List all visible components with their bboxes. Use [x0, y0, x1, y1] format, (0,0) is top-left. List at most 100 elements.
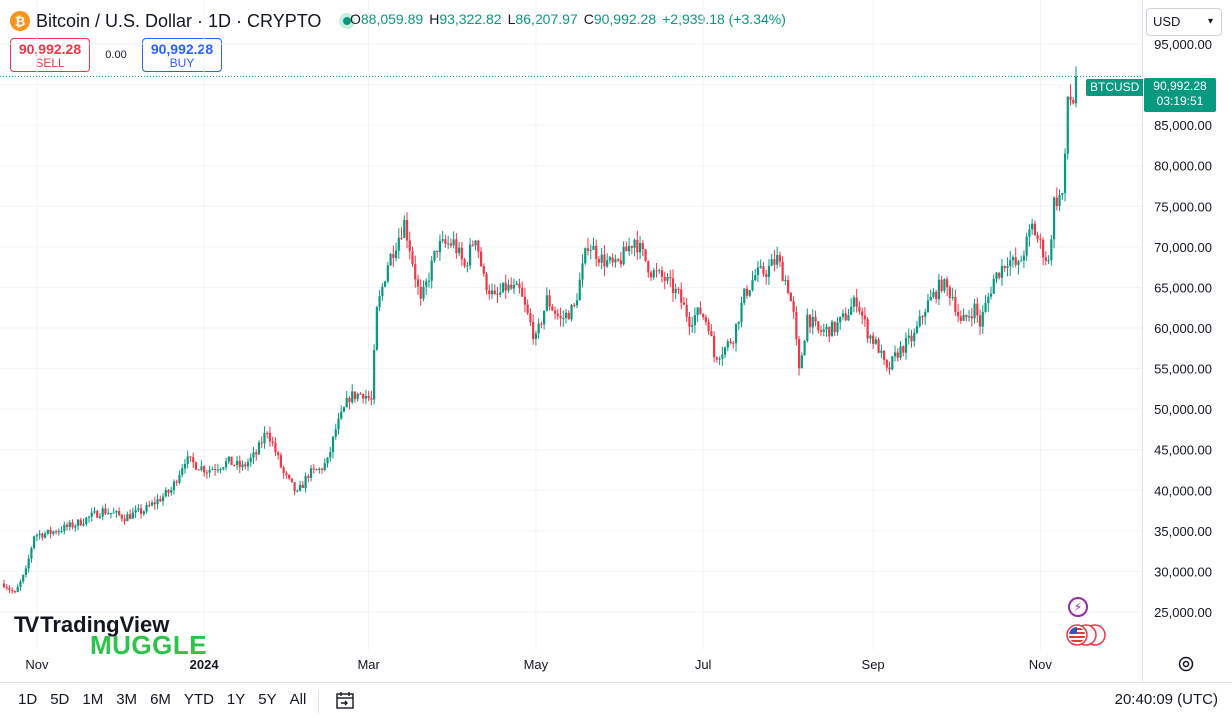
watermark-brand: TradingView: [40, 612, 170, 637]
candle-body: [523, 296, 527, 305]
candle-body: [30, 548, 33, 559]
bottom-toolbar: 1D 5D 1M 3M 6M YTD 1Y 5Y All 20:40:09 (U…: [0, 682, 1232, 718]
range-1m[interactable]: 1M: [82, 691, 104, 708]
utc-clock[interactable]: 20:40:09 (UTC): [1114, 691, 1218, 708]
candle-body: [299, 484, 302, 491]
price-chart[interactable]: 25,000.00 30,000.00 35,000.00 40,000.00 45,0…: [0, 0, 1232, 682]
candle-body: [329, 452, 332, 458]
range-3m[interactable]: 3M: [116, 691, 138, 708]
candle-body: [589, 249, 592, 251]
candle-body: [644, 249, 647, 261]
buy-button[interactable]: 90,992.28 BUY: [142, 38, 222, 72]
candle-body: [433, 250, 436, 261]
symbol-title[interactable]: Bitcoin / U.S. Dollar · 1D · CRYPTO: [36, 10, 322, 31]
candle-body: [482, 266, 485, 274]
candle-body: [164, 490, 167, 497]
y-tick-label: 45,000.00: [1154, 443, 1212, 458]
range-selector: 1D 5D 1M 3M 6M YTD 1Y 5Y All: [18, 691, 319, 708]
candle-body: [811, 317, 814, 328]
candle-body: [559, 315, 562, 319]
range-1d[interactable]: 1D: [18, 691, 38, 708]
candle-body: [8, 588, 11, 591]
candle-body: [833, 321, 836, 333]
candle-body: [172, 481, 176, 491]
candle-body: [562, 318, 565, 320]
candle-body: [416, 279, 420, 287]
candle-body: [493, 290, 496, 294]
candle-body: [419, 286, 422, 299]
candle-body: [134, 509, 137, 513]
range-all[interactable]: All: [289, 691, 307, 708]
candle-body: [477, 240, 480, 252]
go-to-date-icon[interactable]: [334, 689, 356, 711]
candle-body: [907, 335, 910, 339]
candle-body: [156, 499, 159, 505]
candle-body: [235, 460, 239, 466]
candle-body: [1020, 260, 1023, 262]
candle-body: [830, 321, 834, 337]
candle-body: [600, 254, 603, 263]
candle-body: [918, 316, 921, 327]
candle-body: [331, 436, 335, 453]
candle-body: [617, 259, 620, 261]
candle-body: [625, 246, 628, 252]
candle-body: [800, 355, 803, 369]
lightning-icon[interactable]: ⚡: [1068, 597, 1088, 617]
candle-body: [970, 316, 973, 319]
candle-body: [11, 590, 14, 592]
currency-select[interactable]: USD ▾: [1146, 8, 1222, 36]
candle-body: [540, 323, 543, 325]
sell-button[interactable]: 90,992.28 SELL: [10, 38, 90, 72]
range-1y[interactable]: 1Y: [226, 691, 246, 708]
range-ytd[interactable]: YTD: [183, 691, 214, 708]
candle-body: [222, 467, 225, 469]
candle-body: [13, 591, 17, 593]
market-status-icon[interactable]: [339, 13, 356, 29]
candle-body: [691, 325, 694, 327]
candle-body: [680, 289, 683, 303]
candle-body: [751, 280, 754, 291]
candle-body: [397, 237, 400, 251]
candle-body: [200, 466, 203, 471]
y-tick-label: 50,000.00: [1154, 402, 1212, 417]
ohlc-legend: O88,059.89 H93,322.82 L86,207.97 C90,992…: [350, 11, 786, 27]
spread-value: 0.00: [105, 49, 127, 61]
us-flag-events-icon[interactable]: [1066, 624, 1106, 646]
candle-body: [803, 340, 806, 356]
candle-body: [323, 463, 326, 470]
candle-body: [573, 304, 576, 306]
candle-body: [466, 265, 469, 267]
candle-body: [85, 517, 88, 524]
candle-body: [54, 531, 58, 533]
candle-body: [60, 531, 63, 533]
candle-body: [309, 468, 313, 478]
candle-body: [192, 457, 195, 463]
candle-body: [850, 306, 853, 315]
candle-body: [161, 496, 165, 502]
candle-body: [118, 511, 121, 515]
candle-body: [282, 467, 285, 474]
x-tick-label: Jul: [695, 657, 712, 672]
sell-price: 90,992.28: [18, 41, 82, 57]
candle-body: [841, 313, 845, 317]
range-5d[interactable]: 5D: [50, 691, 70, 708]
candle-body: [606, 260, 609, 267]
open-value: 88,059.89: [360, 11, 424, 27]
candle-body: [1028, 229, 1031, 237]
candle-body: [68, 522, 71, 527]
y-tick-label: 65,000.00: [1154, 280, 1212, 295]
candle-body: [839, 316, 842, 323]
candle-body: [271, 441, 274, 443]
candle-body: [1058, 195, 1061, 207]
range-6m[interactable]: 6M: [150, 691, 171, 708]
candle-body: [468, 244, 472, 266]
candle-body: [337, 418, 340, 430]
candle-body: [965, 314, 968, 318]
candle-body: [348, 397, 351, 403]
candle-body: [595, 245, 598, 260]
gear-icon[interactable]: [1176, 654, 1196, 674]
candle-body: [721, 354, 724, 359]
candle-body: [364, 396, 368, 399]
range-5y[interactable]: 5Y: [258, 691, 277, 708]
candle-body: [422, 286, 425, 299]
